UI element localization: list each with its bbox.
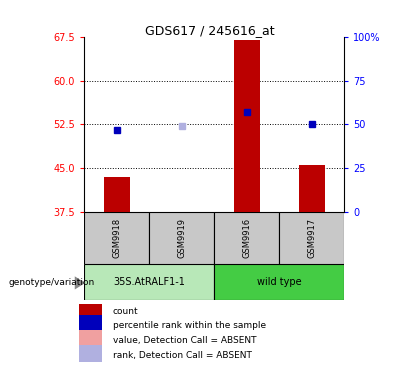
Bar <box>84 212 149 264</box>
Bar <box>84 264 214 300</box>
Bar <box>104 177 129 212</box>
Bar <box>79 345 102 365</box>
Bar <box>79 330 102 351</box>
Text: count: count <box>113 307 138 315</box>
Bar <box>234 40 260 212</box>
Text: percentile rank within the sample: percentile rank within the sample <box>113 321 266 330</box>
Text: GSM9919: GSM9919 <box>177 218 186 258</box>
Text: value, Detection Call = ABSENT: value, Detection Call = ABSENT <box>113 336 256 345</box>
Bar <box>79 301 102 321</box>
Text: wild type: wild type <box>257 277 302 287</box>
Polygon shape <box>75 276 85 290</box>
Text: GSM9917: GSM9917 <box>307 218 316 258</box>
Bar <box>214 212 279 264</box>
Bar <box>149 212 214 264</box>
Text: 35S.AtRALF1-1: 35S.AtRALF1-1 <box>113 277 185 287</box>
Bar <box>279 212 344 264</box>
Bar <box>79 315 102 336</box>
Text: GDS617 / 245616_at: GDS617 / 245616_at <box>145 24 275 37</box>
Text: GSM9918: GSM9918 <box>112 218 121 258</box>
Text: GSM9916: GSM9916 <box>242 218 251 258</box>
Text: rank, Detection Call = ABSENT: rank, Detection Call = ABSENT <box>113 351 252 359</box>
Text: genotype/variation: genotype/variation <box>8 279 95 287</box>
Bar <box>299 165 325 212</box>
Bar <box>214 264 344 300</box>
